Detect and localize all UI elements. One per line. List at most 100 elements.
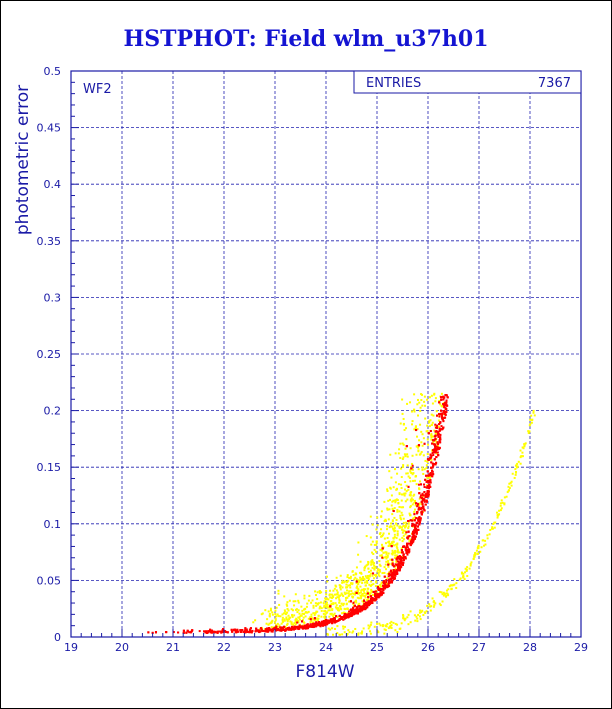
data-point [391, 553, 394, 556]
data-point [379, 593, 382, 596]
data-point [398, 526, 401, 529]
data-point [327, 620, 330, 623]
data-point [390, 476, 393, 479]
data-point [433, 444, 436, 447]
data-point [419, 409, 422, 412]
data-point [421, 444, 424, 447]
data-point [326, 603, 329, 606]
data-point [445, 404, 448, 407]
data-point [409, 621, 412, 624]
data-point [438, 427, 441, 430]
data-point [387, 627, 390, 630]
data-point [309, 625, 312, 628]
data-point [359, 560, 362, 563]
data-point [371, 540, 374, 543]
data-point [322, 620, 325, 623]
data-point [383, 520, 386, 523]
data-point [432, 453, 435, 456]
data-point [252, 621, 255, 624]
data-point [303, 608, 306, 611]
data-point [437, 444, 440, 447]
data-point [367, 596, 370, 599]
data-point [330, 612, 333, 615]
data-point [254, 630, 257, 633]
data-point [395, 522, 398, 525]
data-point [297, 616, 300, 619]
data-point [348, 576, 351, 579]
data-point [431, 470, 434, 473]
data-point [369, 630, 372, 633]
data-point [402, 423, 405, 426]
data-point [414, 475, 417, 478]
data-point [381, 556, 384, 559]
data-point [427, 476, 430, 479]
data-point [368, 574, 371, 577]
data-point [441, 600, 444, 603]
data-point [400, 565, 403, 568]
data-point [417, 414, 420, 417]
stats-entries-value: 7367 [538, 76, 571, 91]
data-point [353, 578, 356, 581]
data-point [365, 564, 368, 567]
data-point [361, 630, 364, 633]
data-point [386, 622, 389, 625]
data-point [437, 425, 440, 428]
data-point [357, 590, 360, 593]
data-point [462, 576, 465, 579]
data-point [352, 592, 355, 595]
data-point [281, 626, 284, 629]
data-point [365, 535, 368, 538]
data-point [312, 604, 315, 607]
data-point [407, 522, 410, 525]
data-point [417, 449, 420, 452]
data-point [330, 602, 333, 605]
data-point [438, 447, 441, 450]
data-point [405, 490, 408, 493]
data-point [364, 608, 367, 611]
data-point [360, 609, 363, 612]
data-point [366, 574, 369, 577]
data-point [277, 615, 280, 618]
data-point [401, 528, 404, 531]
data-point [265, 628, 268, 631]
data-point [415, 445, 418, 448]
data-point [267, 629, 270, 632]
data-point [466, 574, 469, 577]
x-tick-label: 26 [421, 641, 435, 654]
data-point [395, 518, 398, 521]
data-point [427, 492, 430, 495]
data-point [278, 629, 281, 632]
data-point [332, 633, 335, 636]
data-point [258, 628, 261, 631]
data-point [269, 607, 272, 610]
data-point [428, 487, 431, 490]
data-point [321, 621, 324, 624]
data-point [318, 621, 321, 624]
data-point [147, 631, 150, 634]
data-point [416, 398, 419, 401]
data-point [380, 549, 383, 552]
data-point [382, 581, 385, 584]
data-point [258, 631, 261, 634]
data-point [392, 528, 395, 531]
data-point [383, 587, 386, 590]
data-point [415, 529, 418, 532]
data-point [366, 599, 369, 602]
data-point [448, 585, 451, 588]
data-point [355, 608, 358, 611]
data-point [411, 498, 414, 501]
data-point [424, 404, 427, 407]
data-point [306, 602, 309, 605]
data-point [443, 403, 446, 406]
data-point [382, 592, 385, 595]
data-point [402, 517, 405, 520]
x-tick-label: 24 [319, 641, 333, 654]
data-point [441, 416, 444, 419]
data-point [368, 602, 371, 605]
data-point [426, 424, 429, 427]
data-point [499, 502, 502, 505]
data-point [501, 501, 504, 504]
data-point [239, 630, 242, 633]
data-point [277, 589, 280, 592]
data-point [296, 627, 299, 630]
